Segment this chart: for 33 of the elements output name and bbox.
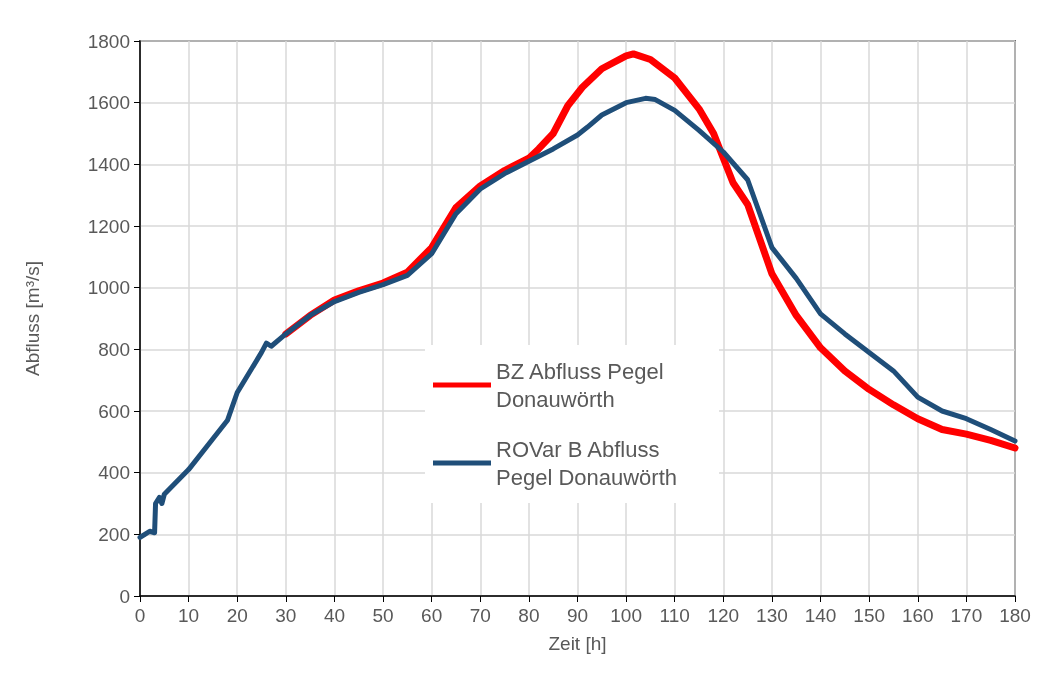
x-tick-label: 150: [853, 605, 886, 626]
y-axis-title: Abfluss [m³/s]: [22, 260, 43, 377]
x-tick-label: 140: [804, 605, 837, 626]
x-tick-label: 50: [372, 605, 394, 626]
x-tick-label: 80: [518, 605, 540, 626]
y-tick-label: 800: [98, 338, 130, 360]
y-tick-label: 1400: [87, 153, 130, 175]
x-tick-label: 160: [901, 605, 934, 626]
x-tick-label: 100: [610, 605, 642, 626]
y-tick-label: 1600: [87, 92, 130, 114]
x-tick-label: 60: [421, 605, 443, 626]
y-tick-label: 1800: [87, 30, 130, 52]
y-tick-label: 400: [98, 462, 130, 484]
y-tick-label: 1000: [87, 277, 130, 299]
x-tick-label: 40: [323, 605, 346, 626]
x-tick-label: 30: [275, 605, 297, 626]
x-axis-title: Zeit [h]: [548, 633, 607, 654]
x-tick-label: 0: [134, 605, 146, 626]
x-tick-label: 170: [950, 605, 983, 626]
x-tick-label: 90: [566, 605, 589, 626]
legend-label: BZ Abfluss Pegel Donauwörth: [496, 358, 670, 412]
x-tick-label: 20: [226, 605, 248, 626]
x-tick-label: 120: [707, 605, 740, 626]
x-tick-label: 180: [999, 605, 1031, 626]
y-tick-label: 200: [98, 523, 130, 545]
y-tick-label: 0: [119, 585, 130, 607]
legend-label: ROVar B Abfluss Pegel Donauwörth: [496, 436, 678, 490]
y-tick-label: 600: [98, 400, 130, 422]
y-tick-label: 1200: [87, 215, 130, 237]
x-tick-label: 130: [756, 605, 788, 626]
x-tick-label: 70: [469, 605, 491, 626]
x-tick-label: 10: [178, 605, 200, 626]
x-tick-label: 110: [659, 605, 690, 626]
